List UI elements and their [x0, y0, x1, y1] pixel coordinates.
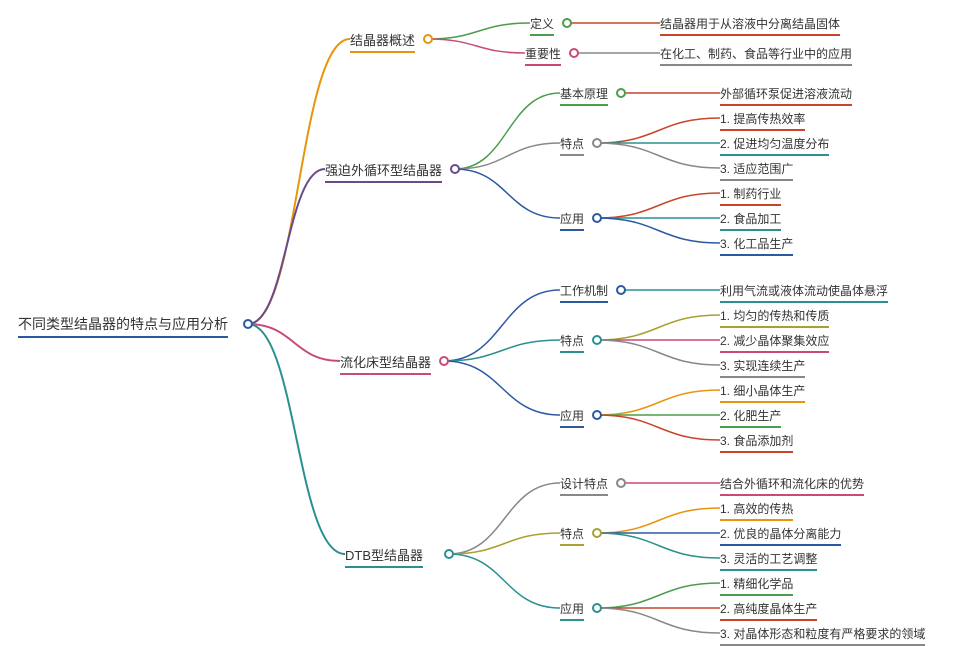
- mindmap-node: 特点: [560, 135, 584, 156]
- mindmap-node: 在化工、制药、食品等行业中的应用: [660, 45, 852, 66]
- mindmap-node: 3. 对晶体形态和粒度有严格要求的领域: [720, 625, 925, 646]
- node-dot: [243, 319, 253, 329]
- mindmap-node: 2. 优良的晶体分离能力: [720, 525, 841, 546]
- mindmap-node: 应用: [560, 210, 584, 231]
- node-dot: [616, 285, 626, 295]
- mindmap-node: 3. 实现连续生产: [720, 357, 805, 378]
- mindmap-node: 1. 均匀的传热和传质: [720, 307, 829, 328]
- mindmap-node: 1. 制药行业: [720, 185, 781, 206]
- mindmap-node: 3. 食品添加剂: [720, 432, 793, 453]
- node-dot: [592, 138, 602, 148]
- mindmap-node: 结晶器用于从溶液中分离结晶固体: [660, 15, 840, 36]
- mindmap-node: 外部循环泵促进溶液流动: [720, 85, 852, 106]
- mindmap-node: 2. 高纯度晶体生产: [720, 600, 817, 621]
- node-dot: [592, 410, 602, 420]
- node-dot: [616, 88, 626, 98]
- mindmap-node: 3. 化工品生产: [720, 235, 793, 256]
- mindmap-node: 应用: [560, 407, 584, 428]
- mindmap-node: 1. 高效的传热: [720, 500, 793, 521]
- node-dot: [450, 164, 460, 174]
- mindmap-node: 结晶器概述: [350, 30, 415, 53]
- mindmap-node: 基本原理: [560, 85, 608, 106]
- mindmap-node: 流化床型结晶器: [340, 352, 431, 375]
- mindmap-node: 2. 食品加工: [720, 210, 781, 231]
- mindmap-node: 应用: [560, 600, 584, 621]
- node-dot: [592, 528, 602, 538]
- node-dot: [562, 18, 572, 28]
- mindmap-node: DTB型结晶器: [345, 545, 423, 568]
- mindmap-node: 2. 减少晶体聚集效应: [720, 332, 829, 353]
- mindmap-node: 3. 适应范围广: [720, 160, 793, 181]
- mindmap-node: 1. 精细化学品: [720, 575, 793, 596]
- mindmap-node: 设计特点: [560, 475, 608, 496]
- node-dot: [569, 48, 579, 58]
- node-dot: [592, 603, 602, 613]
- node-dot: [592, 213, 602, 223]
- mindmap-node: 工作机制: [560, 282, 608, 303]
- mindmap-node: 定义: [530, 15, 554, 36]
- node-dot: [444, 549, 454, 559]
- node-dot: [439, 356, 449, 366]
- mindmap-node: 1. 细小晶体生产: [720, 382, 805, 403]
- node-dot: [592, 335, 602, 345]
- mindmap-node: 强迫外循环型结晶器: [325, 160, 442, 183]
- mindmap-node: 重要性: [525, 45, 561, 66]
- mindmap-node: 1. 提高传热效率: [720, 110, 805, 131]
- mindmap-node: 特点: [560, 332, 584, 353]
- mindmap-node: 2. 化肥生产: [720, 407, 781, 428]
- mindmap-node: 结合外循环和流化床的优势: [720, 475, 864, 496]
- mindmap-node: 3. 灵活的工艺调整: [720, 550, 817, 571]
- mindmap-node: 不同类型结晶器的特点与应用分析: [18, 314, 228, 338]
- node-dot: [423, 34, 433, 44]
- mindmap-node: 2. 促进均匀温度分布: [720, 135, 829, 156]
- node-dot: [616, 478, 626, 488]
- mindmap-node: 特点: [560, 525, 584, 546]
- mindmap-node: 利用气流或液体流动使晶体悬浮: [720, 282, 888, 303]
